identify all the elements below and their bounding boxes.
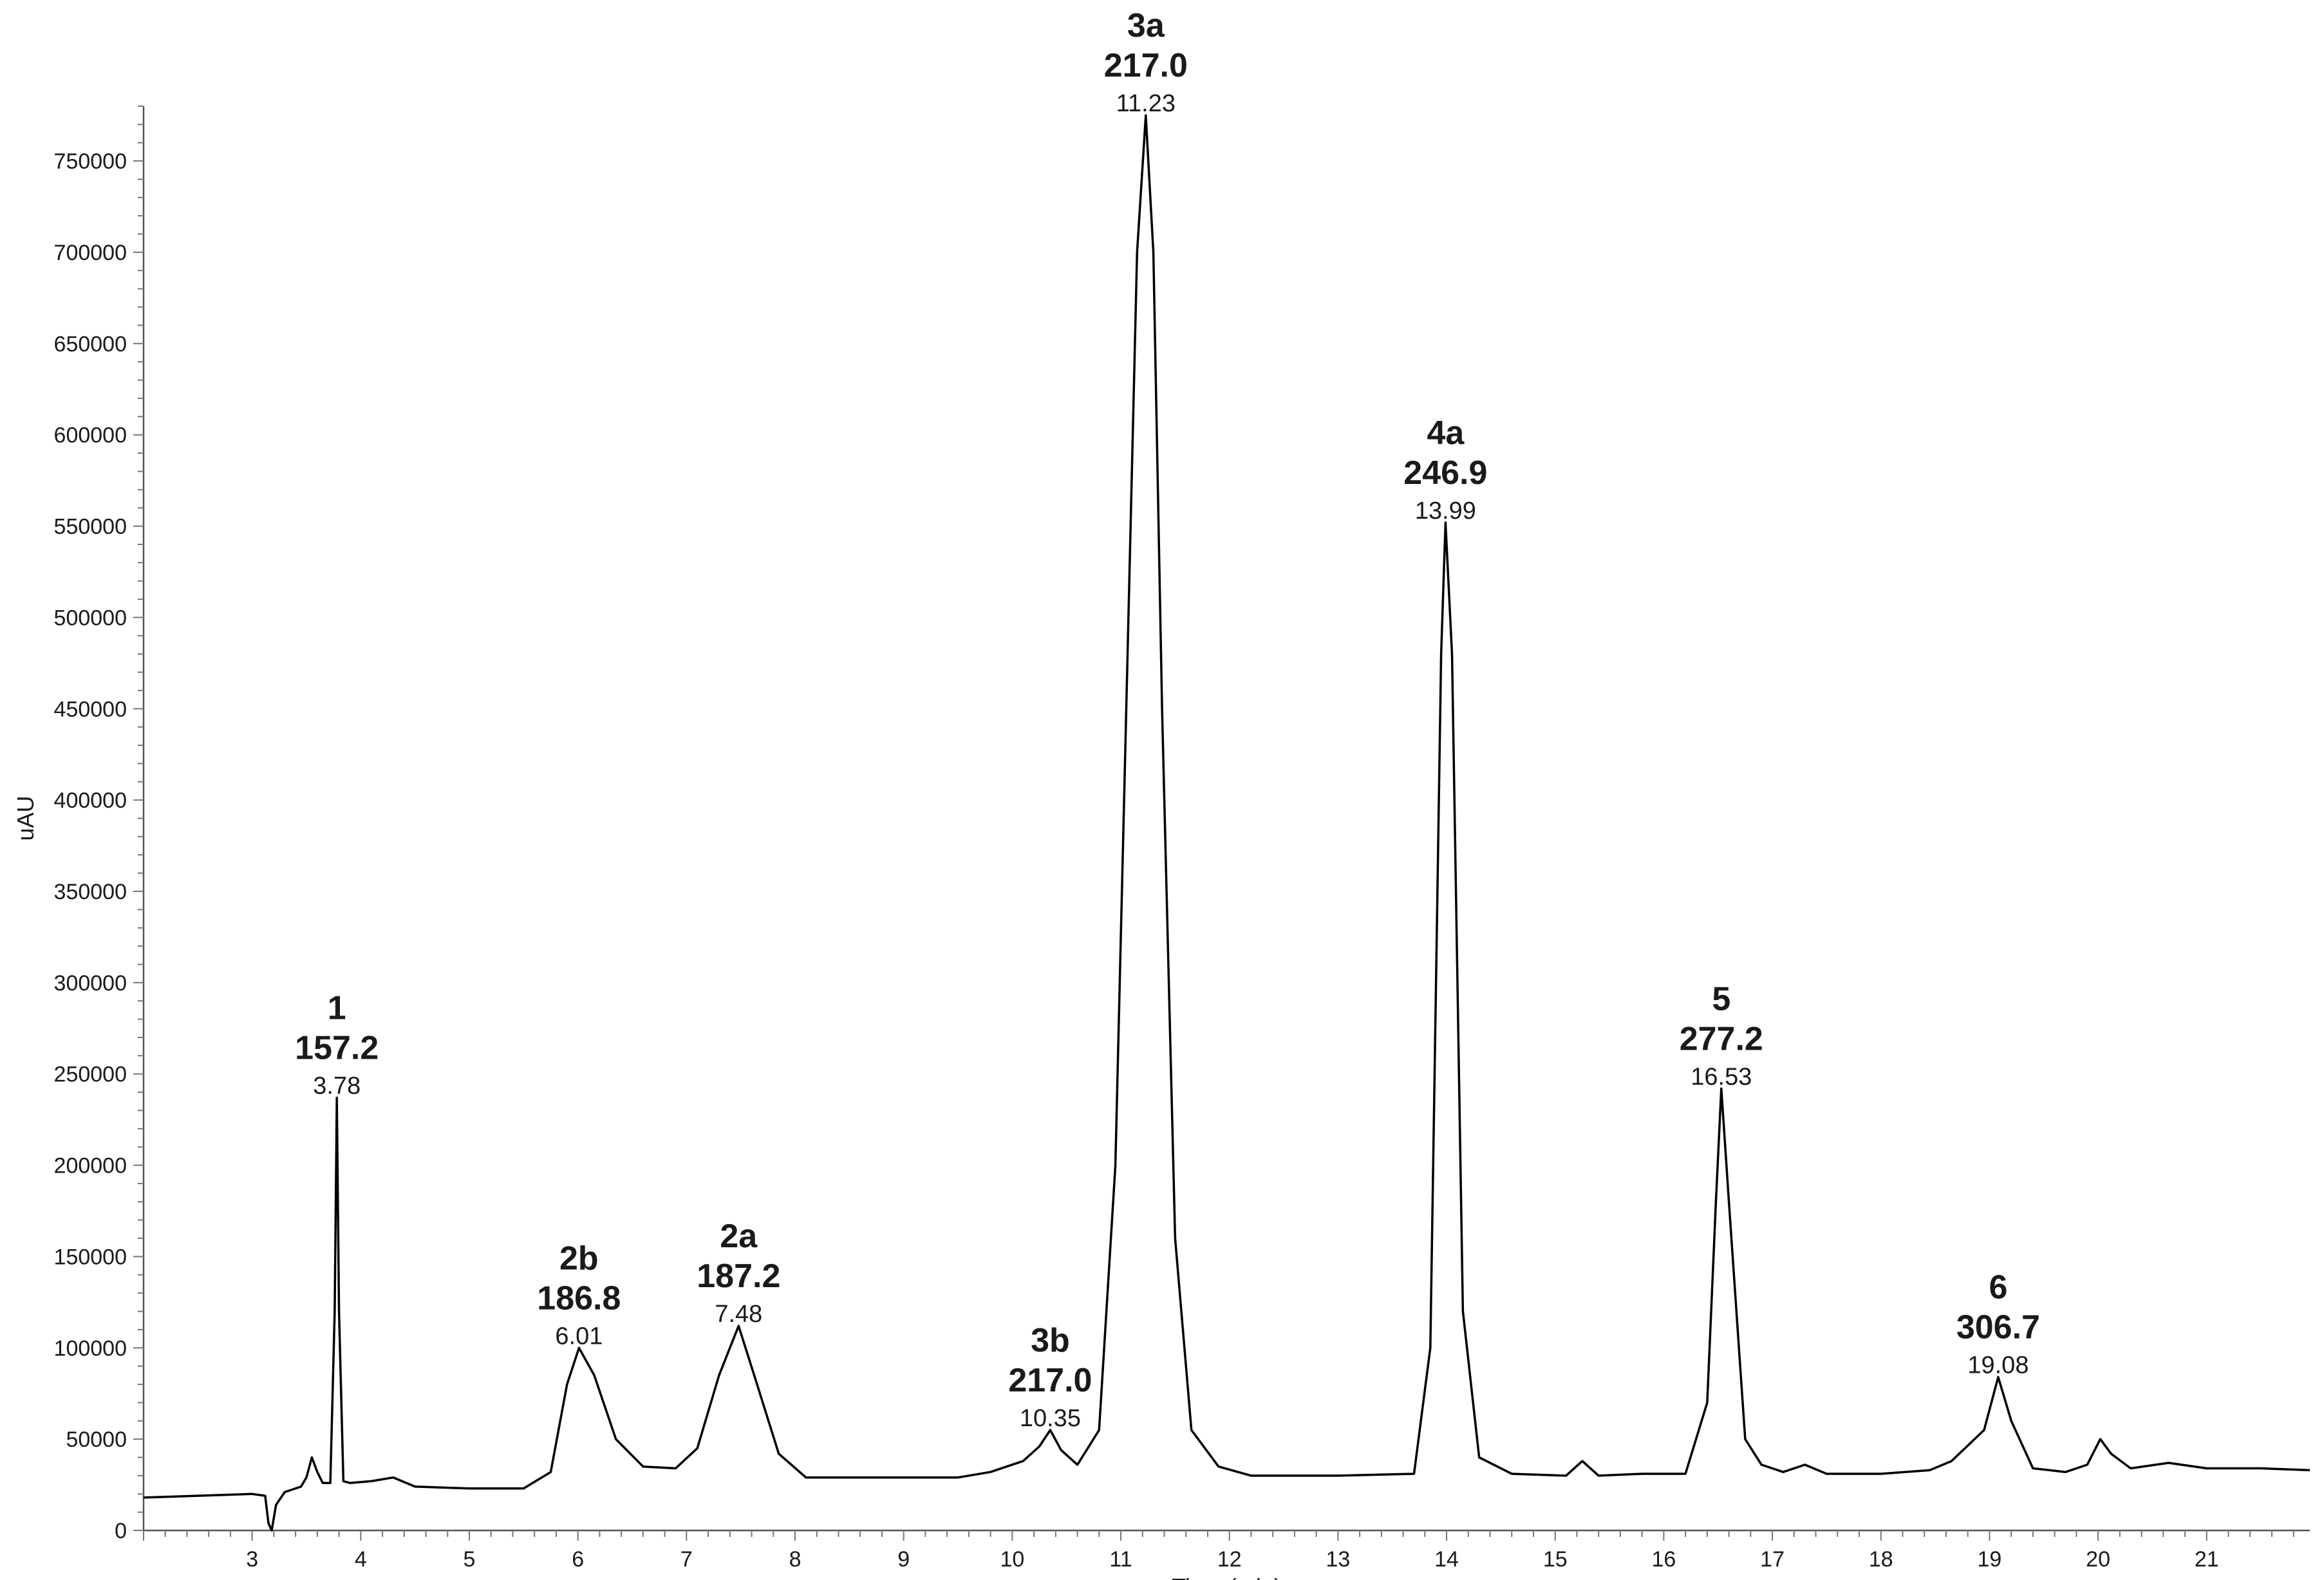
peak-mass-label: 217.0 [1008,1362,1092,1399]
peak-annotation: 6.01 186.82b [537,1240,621,1350]
peak-retention-time: 10.35 [1020,1405,1081,1432]
chromatogram-trace [143,114,2310,1532]
y-tick-label: 250000 [54,1063,127,1087]
x-tick-label: 18 [1869,1547,1893,1572]
peak-annotation: 19.08 306.76 [1956,1269,2040,1379]
peak-retention-time: 13.99 [1415,497,1476,525]
y-tick-label: 100000 [54,1336,127,1361]
y-axis-title: uAU [12,795,39,841]
peak-retention-time: 7.48 [715,1301,762,1328]
peak-mass-label: 187.2 [697,1258,780,1295]
x-tick-label: 15 [1543,1547,1568,1572]
y-tick-label: 350000 [54,880,127,904]
y-tick-label: 400000 [54,788,127,813]
peak-mass-label: 157.2 [295,1030,379,1067]
peak-retention-time: 11.23 [1116,90,1176,117]
peak-mass-label: 246.9 [1403,454,1487,492]
peak-compound-label: 2a [720,1218,758,1255]
peak-compound-label: 5 [1712,980,1730,1018]
peak-compound-label: 3b [1031,1322,1070,1359]
x-tick-label: 14 [1434,1547,1459,1572]
y-tick-label: 750000 [54,149,127,174]
y-tick-label: 600000 [54,423,127,448]
peak-annotation: 7.48 187.22a [697,1218,780,1328]
peak-retention-time: 6.01 [555,1323,603,1350]
y-tick-label: 650000 [54,332,127,357]
y-tick-label: 300000 [54,971,127,996]
x-tick-label: 10 [1000,1547,1024,1572]
peak-mass-label: 306.7 [1956,1309,2040,1346]
x-tick-label: 8 [789,1547,801,1572]
y-tick-label: 500000 [54,606,127,630]
peak-annotation: 11.23 217.03a [1104,7,1188,117]
peak-annotation: 3.78 157.21 [295,990,379,1100]
x-tick-label: 16 [1651,1547,1676,1572]
y-tick-label: 700000 [54,241,127,265]
y-tick-label: 150000 [54,1245,127,1269]
x-tick-label: 7 [680,1547,693,1572]
peak-retention-time: 3.78 [313,1073,361,1100]
y-tick-label: 0 [115,1519,127,1543]
peak-mass-label: 277.2 [1680,1020,1763,1057]
peak-annotation: 16.53 277.25 [1680,980,1763,1090]
x-tick-label: 12 [1217,1547,1242,1572]
x-tick-label: 20 [2086,1547,2110,1572]
x-tick-label: 5 [464,1547,476,1572]
x-tick-label: 21 [2195,1547,2219,1572]
x-tick-label: 13 [1326,1547,1350,1572]
x-axis-title: Time (min) [1172,1574,1282,1580]
x-tick-label: 17 [1760,1547,1785,1572]
x-tick-label: 11 [1109,1547,1132,1572]
peak-retention-time: 16.53 [1691,1063,1752,1090]
peak-compound-label: 6 [1989,1269,2007,1306]
x-tick-label: 6 [572,1547,584,1572]
x-tick-label: 9 [897,1547,910,1572]
y-tick-label: 50000 [66,1427,127,1452]
y-tick-label: 550000 [54,515,127,539]
y-axis: 0 50000 100000 150000 200000 250000 300000 3500… [54,106,145,1543]
peak-compound-label: 2b [559,1240,599,1277]
peak-compound-label: 4a [1427,414,1465,452]
x-tick-label: 19 [1978,1547,2002,1572]
peak-annotation: 13.99 246.94a [1403,414,1487,525]
peak-retention-time: 19.08 [1967,1352,2029,1379]
peak-compound-label: 1 [328,990,346,1027]
x-tick-label: 4 [355,1547,367,1572]
peak-labels: 3.78 157.21 6.01 186.82b 7.48 187.22a 10.35 217… [295,7,2040,1432]
y-tick-label: 200000 [54,1154,127,1178]
peak-compound-label: 3a [1127,7,1165,44]
y-tick-label: 450000 [54,697,127,721]
peak-annotation: 10.35 217.03b [1008,1322,1092,1432]
x-axis: 3 4 5 6 7 8 9 10 11 12 13 14 15 16 17 18 19 20 21 [143,1529,2310,1572]
peak-mass-label: 217.0 [1104,47,1188,84]
peak-mass-label: 186.8 [537,1279,621,1317]
x-tick-label: 3 [246,1547,258,1572]
